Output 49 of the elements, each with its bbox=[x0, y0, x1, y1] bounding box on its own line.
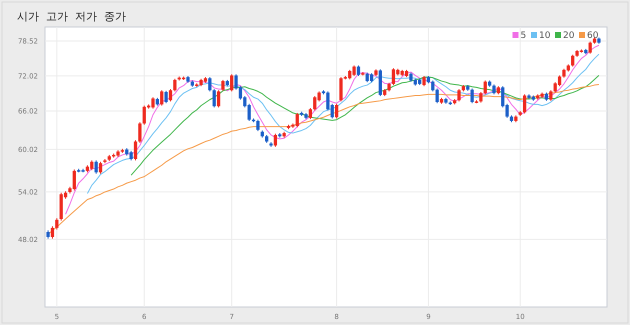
candlestick bbox=[168, 88, 172, 102]
candlestick bbox=[549, 90, 552, 102]
line-series bbox=[86, 54, 600, 194]
candlestick bbox=[90, 160, 94, 171]
candlestick bbox=[334, 103, 338, 119]
candlestick bbox=[457, 88, 461, 102]
legend-label: 10 bbox=[539, 31, 551, 41]
candlestick bbox=[339, 76, 343, 102]
candlestick bbox=[571, 54, 574, 68]
candlestick bbox=[479, 91, 483, 104]
candlestick bbox=[151, 96, 155, 110]
candlestick bbox=[164, 90, 168, 104]
candlestick bbox=[366, 72, 369, 83]
candlestick bbox=[98, 161, 102, 174]
candlestick bbox=[173, 78, 176, 92]
candlestick bbox=[94, 160, 98, 174]
candlestick bbox=[484, 80, 487, 95]
candlestick bbox=[55, 218, 58, 230]
candlestick bbox=[522, 94, 526, 114]
candlestick bbox=[352, 64, 356, 76]
candlestick bbox=[208, 76, 212, 92]
line-series bbox=[130, 74, 600, 176]
candlestick bbox=[216, 90, 220, 108]
candlestick bbox=[134, 140, 138, 161]
text: 종가 bbox=[104, 10, 126, 23]
candlestick bbox=[221, 79, 225, 92]
line-series bbox=[65, 44, 600, 215]
candlestick bbox=[72, 168, 76, 191]
candlestick bbox=[160, 90, 164, 106]
candlestick bbox=[422, 75, 426, 87]
candlestick bbox=[274, 133, 278, 148]
candlestick bbox=[470, 88, 474, 104]
legend-label: 20 bbox=[563, 31, 575, 41]
candlestick bbox=[256, 119, 260, 132]
candlestick bbox=[356, 64, 360, 76]
candlestick bbox=[50, 226, 54, 240]
candlestick bbox=[230, 74, 234, 92]
candlestick bbox=[212, 88, 216, 108]
candlestick bbox=[588, 41, 592, 54]
legend-label: 5 bbox=[520, 31, 526, 41]
text: 고가 bbox=[46, 10, 68, 23]
text: 시가 bbox=[17, 10, 39, 23]
legend-label: 60 bbox=[587, 31, 599, 41]
text: 저가 bbox=[75, 10, 97, 23]
candlestick bbox=[308, 108, 312, 120]
candlestick bbox=[296, 112, 299, 128]
candlestick bbox=[392, 68, 396, 86]
candlestick bbox=[138, 122, 142, 144]
candlestick bbox=[492, 84, 496, 95]
